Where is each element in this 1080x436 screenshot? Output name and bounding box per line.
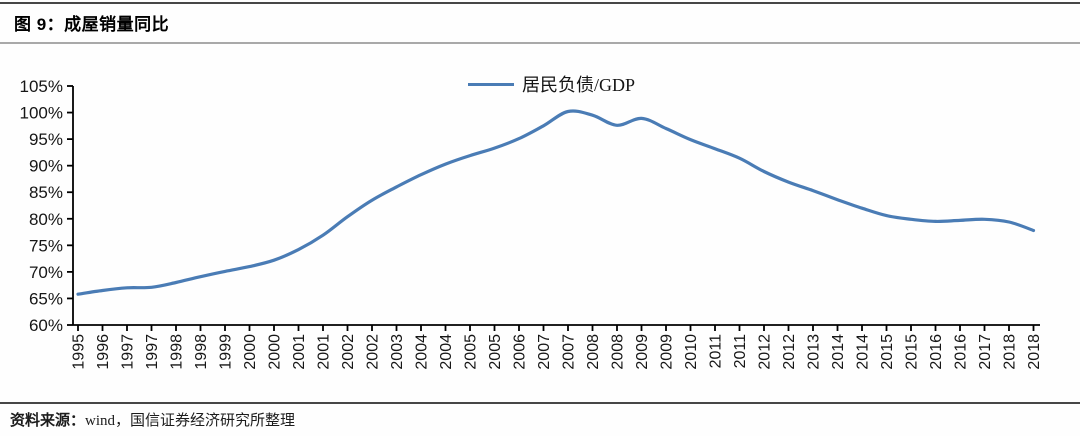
y-tick-label: 105%	[20, 77, 63, 96]
x-tick-label: 2014	[830, 334, 847, 370]
x-tick-label: 2011	[708, 334, 725, 369]
x-tick-label: 1995	[71, 334, 88, 370]
axes	[72, 86, 1040, 326]
x-tick-label: 2013	[806, 334, 823, 370]
x-tick-label: 2008	[610, 334, 627, 370]
x-tick-label: 2006	[512, 334, 529, 370]
x-tick-label: 2014	[855, 334, 872, 370]
legend-line-swatch	[468, 82, 514, 86]
x-tick-label: 2009	[634, 334, 651, 370]
x-tick-label: 2018	[1026, 334, 1043, 370]
x-tick-label: 2008	[585, 334, 602, 370]
y-tick-label: 100%	[20, 104, 63, 123]
x-tick-label: 2005	[463, 334, 480, 370]
x-tick-label: 2015	[879, 334, 896, 370]
y-axis-ticks: 105% 100% 95% 90% 85% 80% 75% 70% 65% 60%	[20, 77, 73, 335]
legend-label: 居民负债/GDP	[522, 75, 636, 95]
x-tick-label: 2012	[757, 334, 774, 370]
x-tick-label: 2001	[291, 334, 308, 370]
y-tick-label: 75%	[29, 236, 63, 255]
x-tick-label: 1998	[193, 334, 210, 370]
title-divider	[0, 42, 1080, 44]
x-tick-label: 2000	[242, 334, 259, 370]
x-axis-ticks: 1995 1996 1997 1997 1998 1998 1999 2000 2000 2001…	[71, 325, 1043, 370]
x-tick-label: 2002	[340, 334, 357, 370]
source-label: 资料来源：	[10, 413, 86, 429]
series-group	[76, 109, 1036, 296]
x-tick-label: 2007	[561, 334, 578, 370]
source-note: 资料来源：wind，国信证券经济研究所整理	[10, 409, 295, 430]
x-tick-label: 2018	[1002, 334, 1019, 370]
x-tick-label: 2012	[781, 334, 798, 370]
top-divider	[0, 2, 1080, 4]
x-tick-label: 2004	[414, 334, 431, 370]
x-tick-label: 2010	[683, 334, 700, 370]
x-tick-label: 2004	[438, 334, 455, 370]
x-tick-label: 2005	[487, 334, 504, 370]
x-tick-label: 1997	[144, 334, 161, 370]
y-tick-label: 80%	[29, 210, 63, 229]
chart-legend: 居民负债/GDP	[468, 71, 635, 97]
x-tick-label: 2015	[904, 334, 921, 370]
figure-title-row: 图 9：成屋销量同比	[14, 10, 169, 35]
y-tick-label: 85%	[29, 183, 63, 202]
x-tick-label: 1997	[120, 334, 137, 370]
y-tick-label: 90%	[29, 157, 63, 176]
y-tick-label: 60%	[29, 316, 63, 335]
x-tick-label: 1998	[169, 334, 186, 370]
x-tick-label: 2000	[267, 334, 284, 370]
series-line	[76, 109, 1036, 296]
source-text: wind，国信证券经济研究所整理	[85, 413, 296, 429]
x-tick-label: 2002	[365, 334, 382, 370]
x-tick-label: 2017	[977, 334, 994, 370]
x-tick-label: 1996	[95, 334, 112, 370]
figure-title: 图 9：成屋销量同比	[14, 15, 170, 34]
x-tick-label: 1999	[218, 334, 235, 370]
y-tick-label: 65%	[29, 289, 63, 308]
footer-divider	[0, 402, 1080, 404]
x-tick-label: 2003	[389, 334, 406, 370]
x-tick-label: 2016	[953, 334, 970, 370]
x-tick-label: 2016	[928, 334, 945, 370]
x-tick-label: 2007	[536, 334, 553, 370]
y-tick-label: 70%	[29, 263, 63, 282]
x-tick-label: 2009	[659, 334, 676, 370]
x-tick-label: 2011	[732, 334, 749, 369]
x-tick-label: 2001	[316, 334, 333, 370]
y-tick-label: 95%	[29, 130, 63, 149]
